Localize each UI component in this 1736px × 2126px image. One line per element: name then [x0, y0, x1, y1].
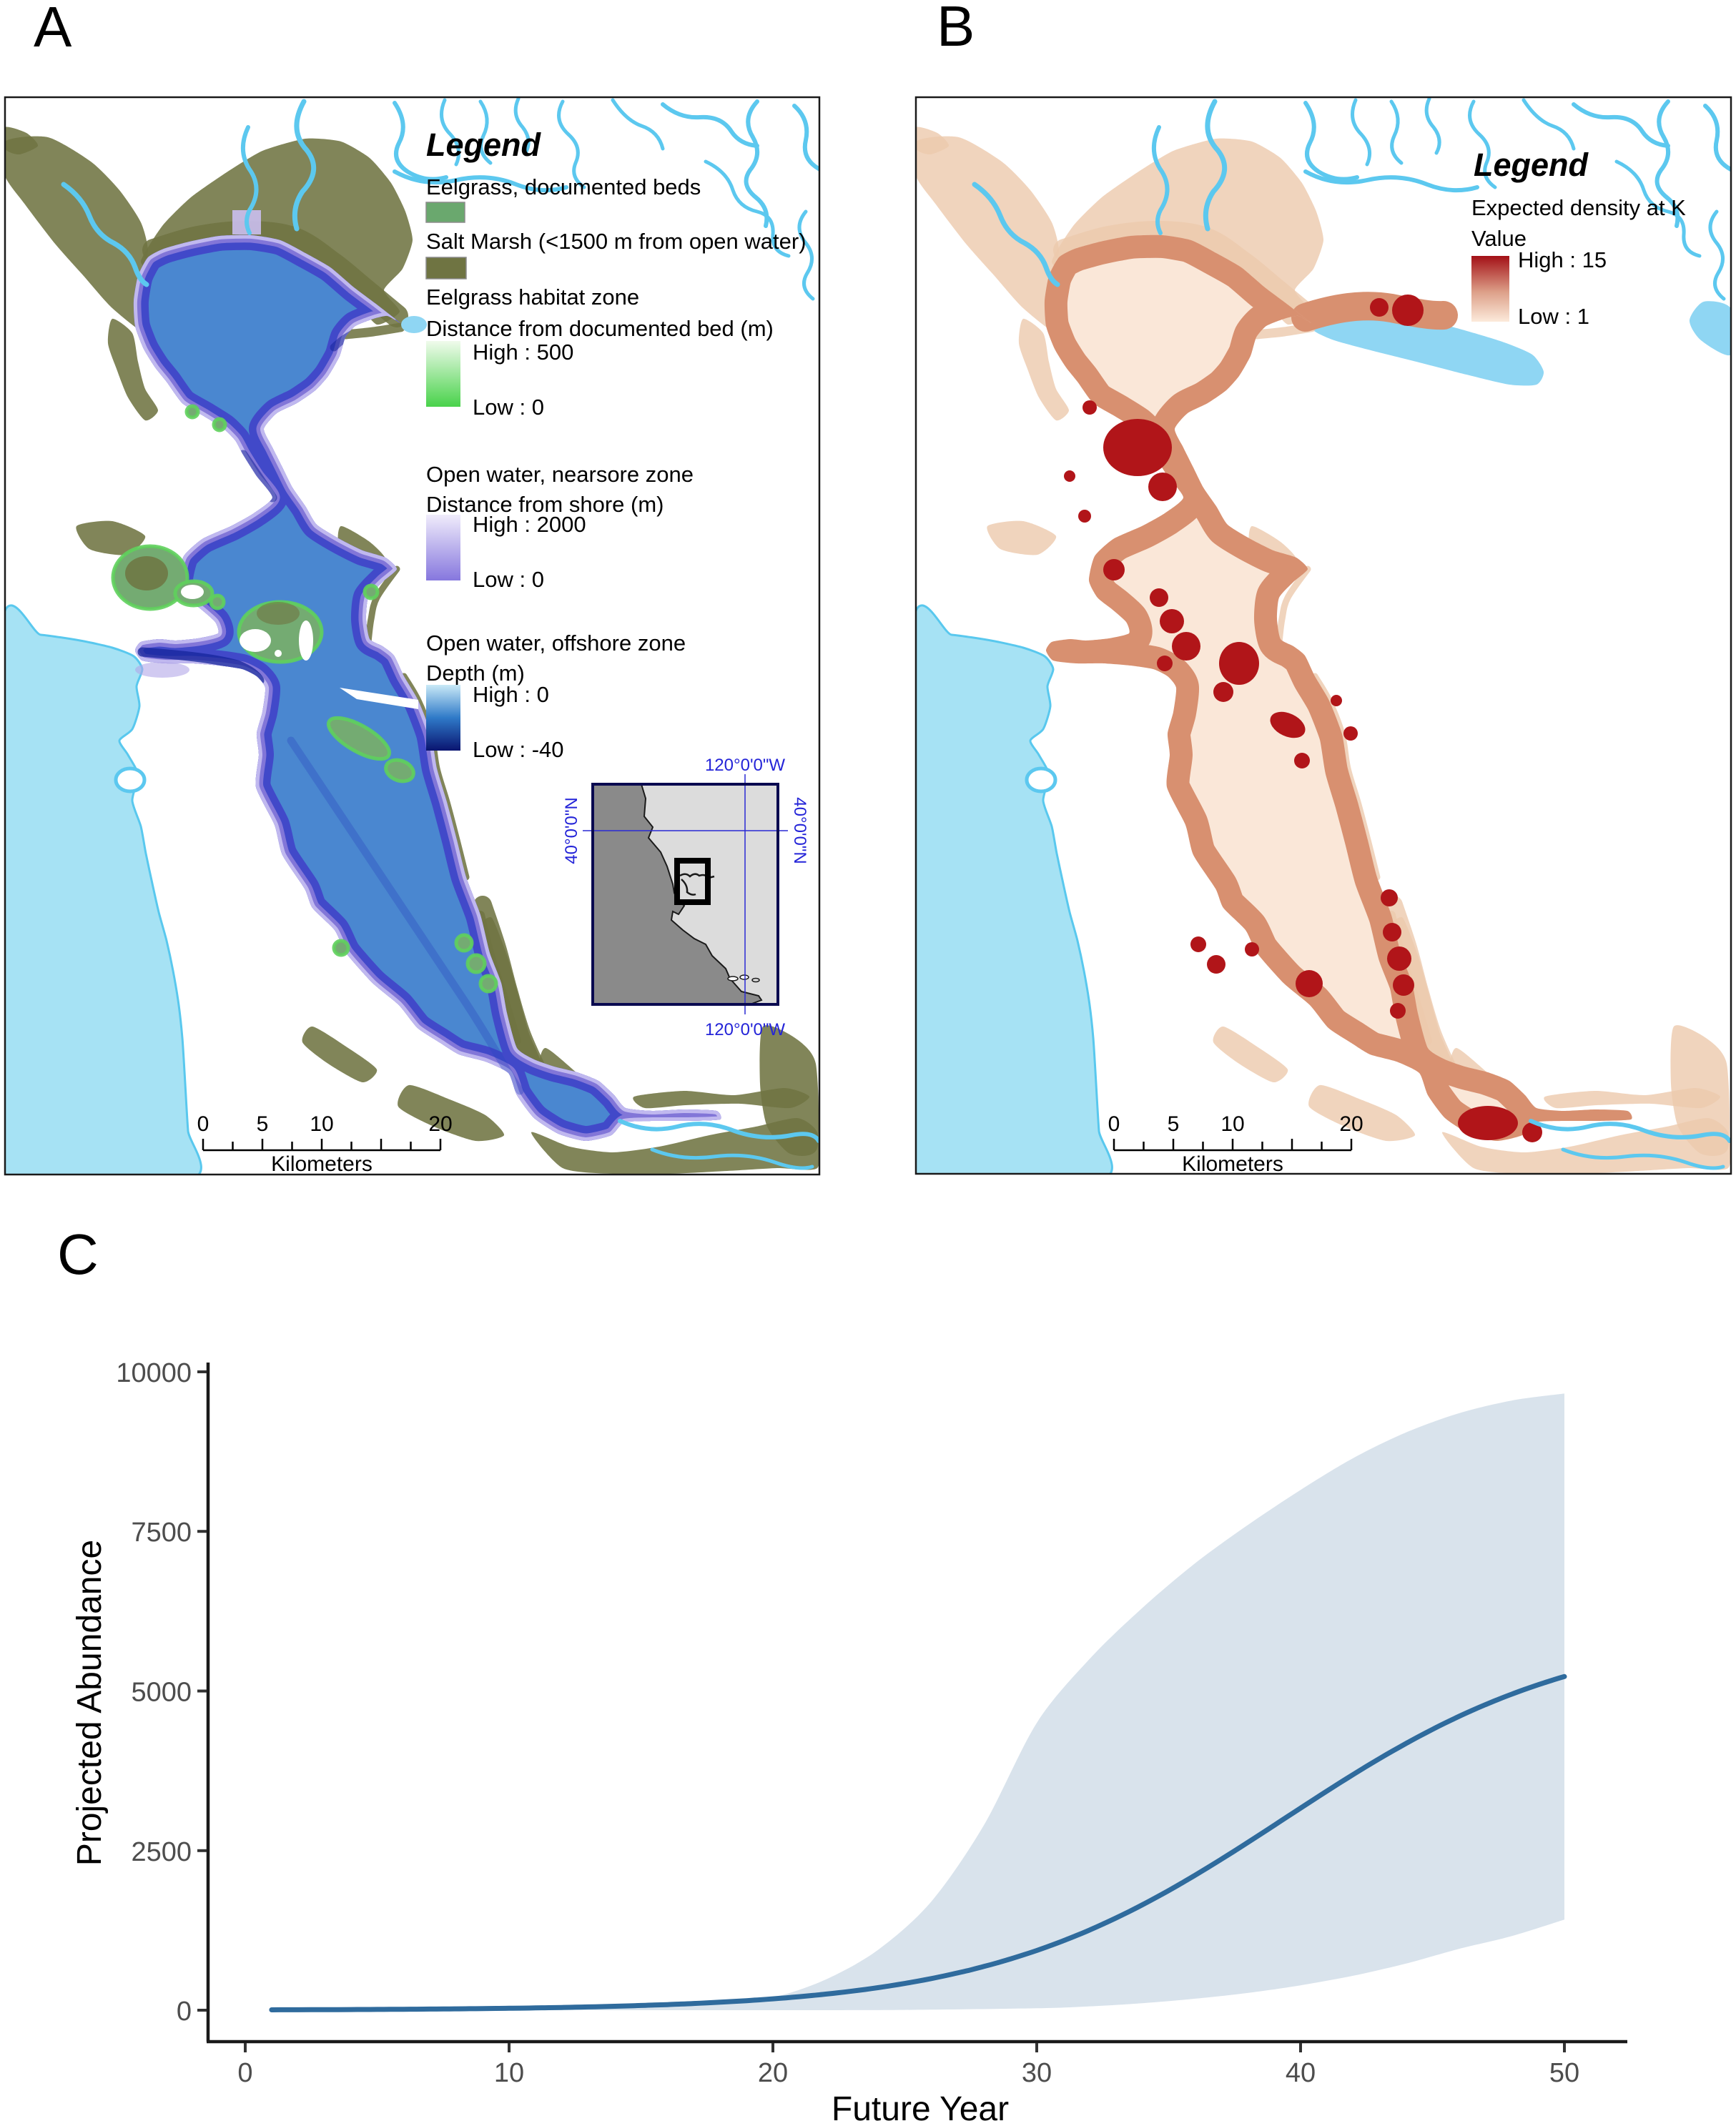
svg-text:Open water, offshore zone: Open water, offshore zone: [426, 631, 686, 656]
svg-text:Kilometers: Kilometers: [1182, 1152, 1283, 1176]
svg-text:Kilometers: Kilometers: [271, 1152, 373, 1176]
svg-text:C: C: [57, 1222, 99, 1286]
svg-text:120°0'0"W: 120°0'0"W: [705, 1020, 785, 1039]
svg-text:High : 0: High : 0: [473, 682, 549, 707]
svg-text:Eelgrass habitat zone: Eelgrass habitat zone: [426, 285, 639, 310]
svg-text:0: 0: [237, 2058, 252, 2088]
svg-text:Open water, nearsore zone: Open water, nearsore zone: [426, 462, 694, 487]
svg-text:High : 500: High : 500: [473, 340, 573, 365]
svg-text:High : 2000: High : 2000: [473, 512, 586, 537]
svg-text:7500: 7500: [131, 1518, 192, 1548]
svg-text:A: A: [34, 0, 72, 59]
svg-text:Legend: Legend: [426, 127, 542, 163]
svg-text:20: 20: [428, 1112, 452, 1136]
svg-text:Legend: Legend: [1474, 147, 1589, 183]
svg-text:40°0'0"N: 40°0'0"N: [562, 797, 581, 864]
svg-text:10: 10: [310, 1112, 333, 1136]
svg-text:Low : 0: Low : 0: [473, 395, 544, 420]
svg-text:2500: 2500: [131, 1837, 192, 1867]
svg-text:20: 20: [758, 2058, 788, 2088]
svg-text:10000: 10000: [116, 1358, 192, 1388]
svg-text:Future Year: Future Year: [832, 2090, 1009, 2122]
svg-text:Depth (m): Depth (m): [426, 661, 525, 686]
svg-text:Eelgrass, documented beds: Eelgrass, documented beds: [426, 174, 701, 199]
svg-text:0: 0: [197, 1112, 209, 1136]
svg-text:40°0'0"N: 40°0'0"N: [790, 797, 809, 864]
svg-text:120°0'0"W: 120°0'0"W: [705, 756, 785, 775]
svg-text:20: 20: [1339, 1112, 1363, 1136]
svg-text:10: 10: [494, 2058, 524, 2088]
svg-text:30: 30: [1022, 2058, 1052, 2088]
svg-text:10: 10: [1220, 1112, 1244, 1136]
svg-text:Value: Value: [1471, 226, 1527, 251]
svg-text:Salt Marsh (<1500 m from open: Salt Marsh (<1500 m from open water): [426, 229, 807, 254]
svg-text:Projected Abundance: Projected Abundance: [71, 1540, 109, 1866]
svg-text:Low : -40: Low : -40: [473, 737, 564, 762]
svg-text:B: B: [937, 0, 975, 58]
svg-text:50: 50: [1549, 2058, 1579, 2088]
svg-text:0: 0: [1108, 1112, 1120, 1136]
svg-text:Distance from documented bed (: Distance from documented bed (m): [426, 316, 774, 341]
svg-text:0: 0: [177, 1997, 192, 2027]
svg-text:5000: 5000: [131, 1678, 192, 1708]
svg-text:5: 5: [257, 1112, 269, 1136]
svg-text:Low : 0: Low : 0: [473, 567, 544, 592]
svg-text:40: 40: [1286, 2058, 1316, 2088]
svg-text:Distance from shore (m): Distance from shore (m): [426, 492, 664, 517]
svg-text:5: 5: [1168, 1112, 1180, 1136]
svg-text:High : 15: High : 15: [1518, 247, 1607, 272]
svg-text:Low : 1: Low : 1: [1518, 304, 1589, 329]
svg-text:Expected density at K: Expected density at K: [1471, 195, 1686, 220]
